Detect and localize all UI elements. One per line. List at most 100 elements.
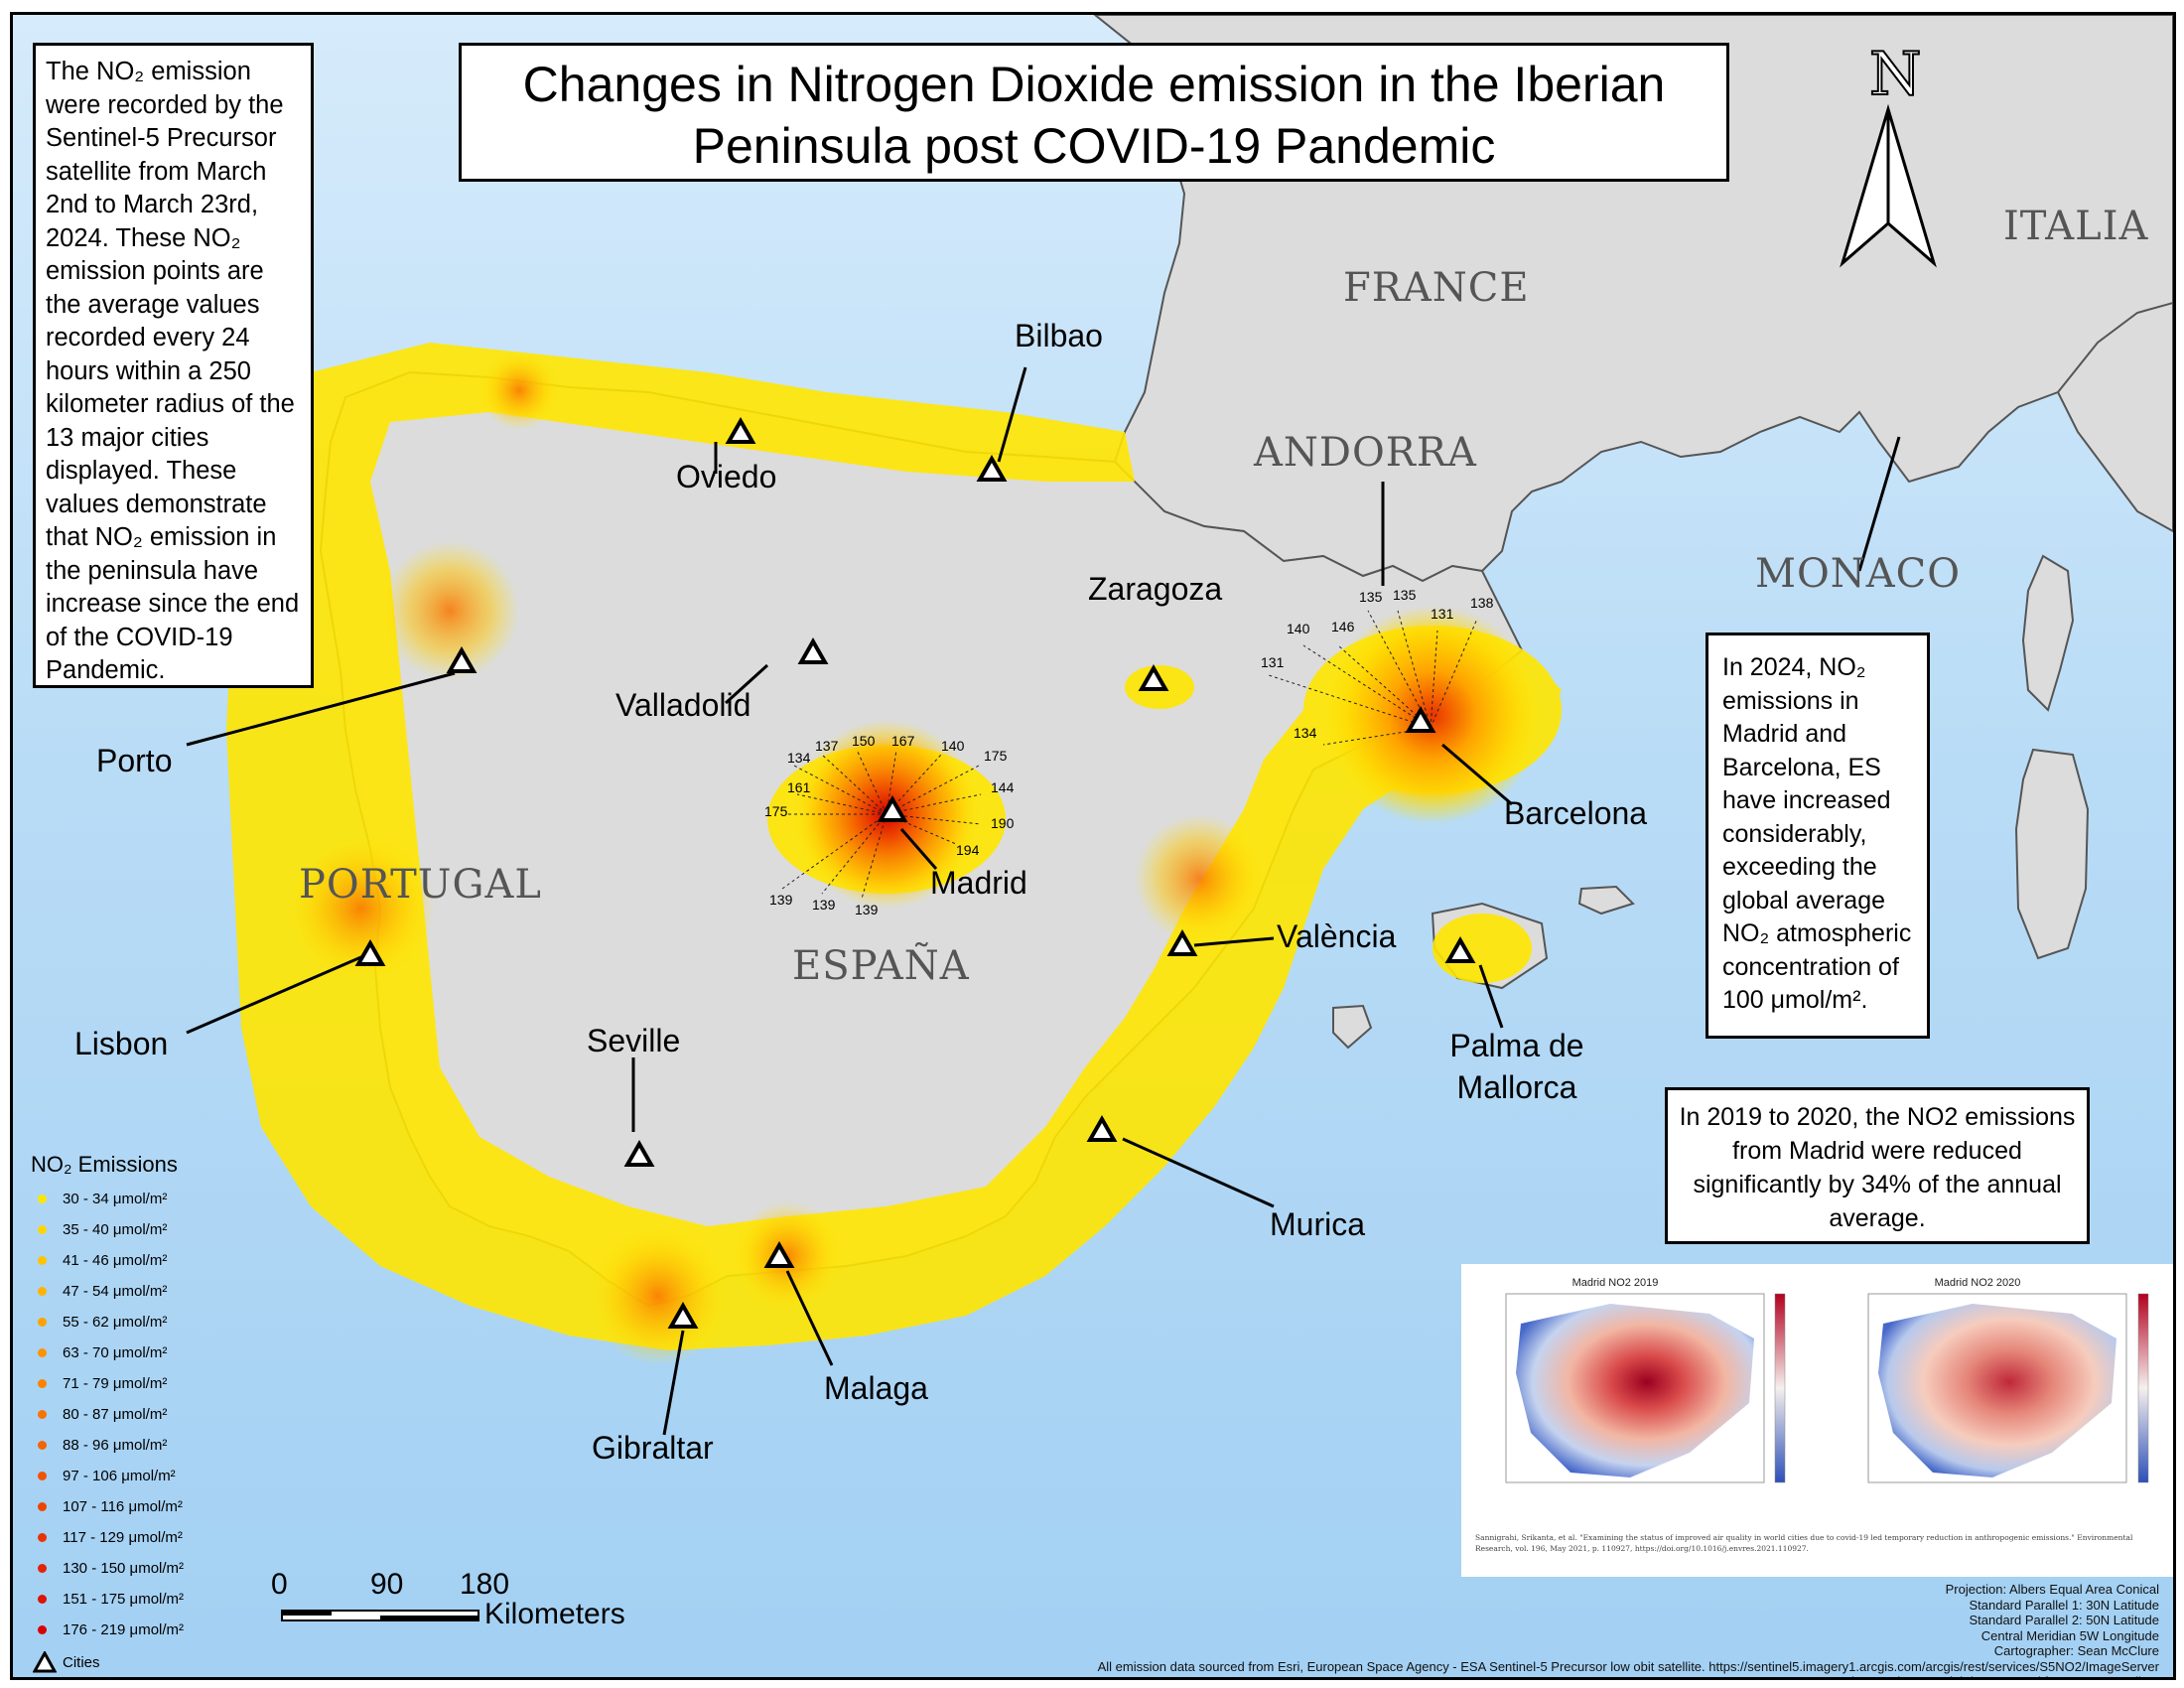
country-france: FRANCE (1343, 265, 1530, 311)
note-bottom: In 2019 to 2020, the NO2 emissions from … (1665, 1087, 2090, 1244)
madrid-value-label: 150 (852, 733, 876, 749)
city-label-barcelona: Barcelona (1504, 795, 1648, 831)
inset-heatmaps: Madrid NO2 2019 Madrid NO2 2020 Sannigra… (1461, 1264, 2173, 1577)
madrid-value-label: 137 (815, 738, 839, 754)
madrid-rays (781, 749, 982, 900)
north-arrow (1840, 103, 1937, 268)
scale-tick-0: 0 (271, 1568, 288, 1601)
scale-tick-90: 90 (370, 1568, 404, 1601)
legend-dot-icon (38, 1472, 47, 1480)
credit-line: Standard Parallel 1: 30N Latitude (1969, 1597, 2159, 1613)
barcelona-value-label: 134 (1294, 725, 1317, 741)
note-right: In 2024, NO₂ emissions in Madrid and Bar… (1706, 633, 1930, 1039)
corsica-island (2021, 554, 2075, 712)
legend-item: 151 - 175 μmol/m² (31, 1584, 289, 1615)
credit-line: Projection: Albers Equal Area Conical (1945, 1582, 2159, 1597)
madrid-value-label: 139 (769, 892, 793, 908)
legend-label: 63 - 70 μmol/m² (63, 1344, 168, 1361)
barcelona-value-label: 138 (1470, 595, 1494, 611)
city-label-valladolid: Valladolid (615, 687, 751, 723)
credit-line: All emission data sourced from Esri, Eur… (1097, 1658, 2159, 1674)
legend-label: 47 - 54 μmol/m² (63, 1283, 168, 1300)
city-label-zaragoza: Zaragoza (1088, 571, 1223, 607)
madrid-value-label: 167 (891, 733, 915, 749)
legend-item: 63 - 70 μmol/m² (31, 1337, 289, 1368)
city-marker-valladolid (797, 636, 829, 664)
legend-label: 117 - 129 μmol/m² (63, 1529, 183, 1546)
legend-label: 130 - 150 μmol/m² (63, 1560, 185, 1577)
city-marker-bilbao (976, 454, 1008, 482)
legend-dot-icon (38, 1502, 47, 1511)
city-label-palma: Palma de Mallorca (1449, 1028, 1584, 1105)
legend-item: 47 - 54 μmol/m² (31, 1276, 289, 1307)
menorca-island (1577, 885, 1635, 915)
legend-dot-icon (38, 1564, 47, 1573)
madrid-value-label: 161 (787, 779, 811, 795)
city-marker-porto (446, 645, 478, 673)
city-marker-oviedo (725, 416, 756, 444)
madrid-value-label: 139 (812, 897, 836, 913)
north-label: N (1869, 40, 1922, 109)
city-label-bilbao: Bilbao (1015, 318, 1103, 353)
city-label-madrid: Madrid (930, 865, 1027, 901)
credit-line: Cartographer: Sean McClure (1993, 1643, 2159, 1658)
legend-item: 71 - 79 μmol/m² (31, 1368, 289, 1399)
madrid-value-label: 139 (855, 902, 879, 917)
legend-label: 41 - 46 μmol/m² (63, 1252, 168, 1269)
legend-label: 107 - 116 μmol/m² (63, 1498, 183, 1515)
city-label-porto: Porto (96, 743, 173, 778)
barcelona-rays (1268, 610, 1478, 746)
emission-hotspots (286, 351, 1542, 1365)
legend-label: 80 - 87 μmol/m² (63, 1406, 168, 1423)
legend-item: 30 - 34 μmol/m² (31, 1184, 289, 1214)
legend-item: 117 - 129 μmol/m² (31, 1522, 289, 1553)
city-marker-murcia (1086, 1114, 1118, 1142)
barcelona-value-label: 135 (1393, 587, 1417, 603)
legend-item: 88 - 96 μmol/m² (31, 1430, 289, 1461)
map-title: Changes in Nitrogen Dioxide emission in … (459, 43, 1729, 182)
map-frame: N 134 137 150 167 140 175 161 144 175 190 194 139 13… (10, 12, 2176, 1680)
city-marker-valencia (1166, 928, 1198, 956)
legend-dot-icon (38, 1533, 47, 1542)
barcelona-value-label: 131 (1261, 654, 1285, 670)
italy-land (2056, 301, 2173, 533)
inset-title-2020: Madrid NO2 2020 (1935, 1277, 2021, 1289)
legend-dot-icon (38, 1256, 47, 1265)
madrid-value-label: 194 (956, 842, 980, 858)
inset-graphic: Madrid NO2 2019 Madrid NO2 2020 (1505, 1277, 2149, 1483)
sardinia-island (2014, 748, 2090, 960)
city-label-murcia: Murica (1270, 1206, 1366, 1242)
legend-dot-icon (38, 1195, 47, 1203)
legend-item: 97 - 106 μmol/m² (31, 1461, 289, 1491)
legend-item: 80 - 87 μmol/m² (31, 1399, 289, 1430)
note-left: The NO₂ emission were recorded by the Se… (33, 43, 314, 688)
legend-label: 151 - 175 μmol/m² (63, 1591, 185, 1608)
country-portugal: PORTUGAL (299, 862, 542, 908)
city-marker-malaga (763, 1240, 795, 1268)
country-andorra: ANDORRA (1254, 430, 1477, 476)
base-map: N (186, 15, 2173, 1436)
legend-item: 176 - 219 μmol/m² (31, 1615, 289, 1645)
country-italia: ITALIA (2003, 204, 2149, 249)
legend-cities-label: Cities (63, 1654, 100, 1671)
barcelona-value-label: 135 (1359, 589, 1383, 605)
legend-label: 55 - 62 μmol/m² (63, 1314, 168, 1331)
legend-dot-icon (38, 1410, 47, 1419)
city-marker-gibraltar (667, 1301, 699, 1329)
inset-title-2019: Madrid NO2 2019 (1572, 1277, 1659, 1289)
legend-label: 71 - 79 μmol/m² (63, 1375, 168, 1392)
legend-cities-row: Cities (31, 1647, 289, 1677)
legend-item: 41 - 46 μmol/m² (31, 1245, 289, 1276)
credit-line: Standard Parallel 2: 50N Latitude (1969, 1613, 2159, 1627)
madrid-value-label: 144 (991, 779, 1015, 795)
legend-dot-icon (38, 1225, 47, 1234)
credit-line: Supplemental geospatial data sourced fro… (1822, 1674, 2159, 1677)
city-label-seville: Seville (587, 1023, 681, 1058)
legend-dot-icon (38, 1348, 47, 1357)
legend-dot-icon (38, 1595, 47, 1604)
legend-dot-icon (38, 1379, 47, 1388)
ibiza-island (1332, 1004, 1373, 1050)
legend-dot-icon (38, 1625, 47, 1634)
city-label-gibraltar: Gibraltar (592, 1430, 714, 1466)
legend-item: 130 - 150 μmol/m² (31, 1553, 289, 1584)
